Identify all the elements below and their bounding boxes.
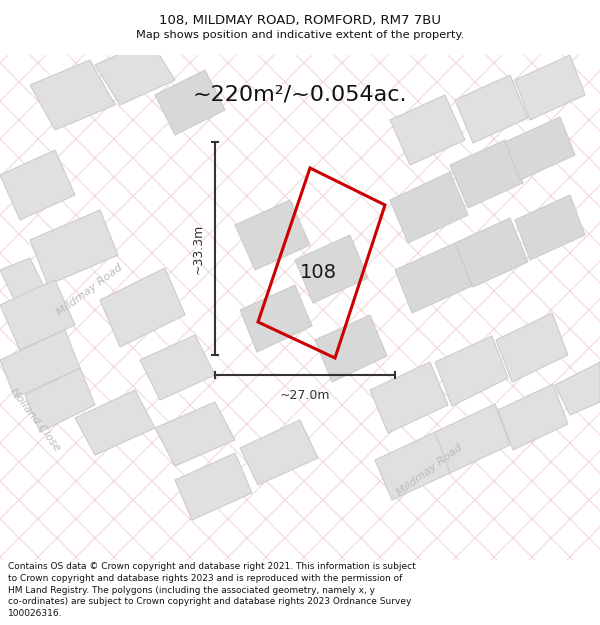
Polygon shape (0, 150, 75, 220)
Text: Mildmay Road: Mildmay Road (55, 262, 125, 318)
Text: ~220m²/~0.054ac.: ~220m²/~0.054ac. (193, 85, 407, 105)
Polygon shape (235, 200, 310, 270)
Polygon shape (295, 235, 368, 303)
Text: Map shows position and indicative extent of the property.: Map shows position and indicative extent… (136, 29, 464, 39)
Text: Holland Close: Holland Close (8, 387, 62, 453)
Polygon shape (498, 384, 568, 450)
Polygon shape (0, 330, 80, 398)
Text: ~27.0m: ~27.0m (280, 389, 330, 402)
Polygon shape (155, 402, 235, 466)
Polygon shape (455, 75, 528, 143)
Polygon shape (30, 60, 115, 130)
Text: Mildmay Road: Mildmay Road (395, 442, 465, 498)
Polygon shape (315, 315, 387, 382)
Text: 108: 108 (299, 262, 337, 281)
Polygon shape (515, 195, 585, 260)
Polygon shape (0, 258, 48, 308)
Polygon shape (515, 55, 585, 120)
Polygon shape (435, 336, 508, 406)
Polygon shape (0, 280, 75, 350)
Polygon shape (435, 404, 510, 473)
Polygon shape (240, 420, 318, 485)
Polygon shape (30, 210, 118, 285)
Polygon shape (390, 95, 465, 165)
Polygon shape (175, 453, 252, 520)
Polygon shape (140, 335, 215, 400)
Polygon shape (370, 362, 448, 433)
Polygon shape (496, 313, 568, 382)
Polygon shape (155, 70, 225, 135)
Polygon shape (100, 268, 185, 347)
Polygon shape (450, 140, 523, 208)
Polygon shape (25, 368, 95, 432)
Text: 108, MILDMAY ROAD, ROMFORD, RM7 7BU: 108, MILDMAY ROAD, ROMFORD, RM7 7BU (159, 14, 441, 27)
Polygon shape (455, 218, 528, 287)
Text: ~33.3m: ~33.3m (192, 223, 205, 274)
Polygon shape (240, 285, 312, 352)
Polygon shape (505, 117, 575, 180)
Polygon shape (75, 390, 155, 455)
Polygon shape (390, 172, 468, 243)
Text: Contains OS data © Crown copyright and database right 2021. This information is : Contains OS data © Crown copyright and d… (8, 562, 416, 618)
Polygon shape (95, 40, 175, 105)
Polygon shape (395, 243, 472, 313)
Polygon shape (555, 362, 600, 415)
Polygon shape (375, 432, 452, 500)
